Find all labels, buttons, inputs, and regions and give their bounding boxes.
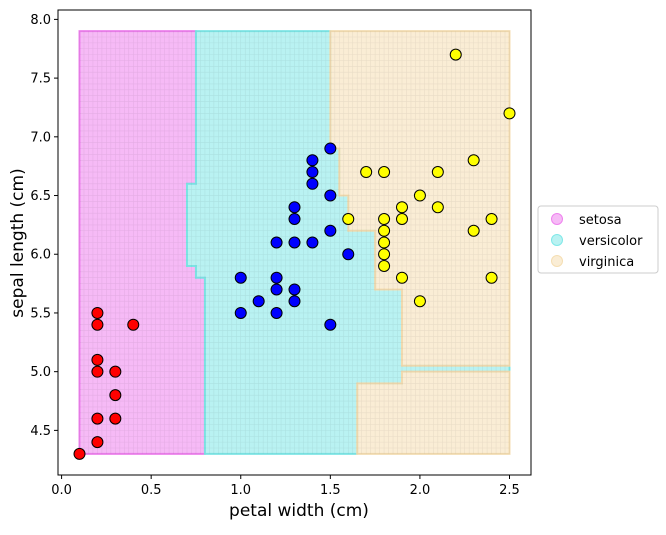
y-axis-ticks: 4.5 5.0 5.5 6.0 6.5 7.0 7.5 8.0 <box>30 13 58 439</box>
point-setosa-10 <box>127 318 140 331</box>
data-points <box>73 48 516 460</box>
point-setosa-9 <box>91 306 104 319</box>
point-virginica-0 <box>342 213 355 226</box>
point-versicolor-10 <box>288 213 301 226</box>
point-versicolor-4 <box>270 283 283 296</box>
decision-regions <box>78 30 511 455</box>
point-virginica-14 <box>431 166 444 179</box>
point-versicolor-19 <box>324 142 337 155</box>
point-setosa-4 <box>109 389 122 402</box>
point-versicolor-3 <box>270 306 283 319</box>
point-virginica-16 <box>467 224 480 237</box>
point-versicolor-7 <box>288 295 301 308</box>
point-versicolor-2 <box>252 295 265 308</box>
x-tick-label: 2.0 <box>410 483 431 498</box>
point-setosa-3 <box>109 412 122 425</box>
point-setosa-8 <box>91 318 104 331</box>
region-virginica-2 <box>356 370 511 455</box>
point-virginica-18 <box>485 271 498 284</box>
plot-frame <box>57 9 532 476</box>
x-tick-label: 2.5 <box>499 483 520 498</box>
point-virginica-20 <box>503 107 516 120</box>
point-versicolor-12 <box>306 236 319 249</box>
y-axis-label: sepal length (cm) <box>8 168 28 317</box>
point-virginica-4 <box>378 236 391 249</box>
x-axis-label: petal width (cm) <box>229 501 369 521</box>
point-virginica-10 <box>396 201 408 214</box>
y-tick-label: 7.5 <box>30 72 51 87</box>
y-tick-label: 8.0 <box>30 13 51 28</box>
point-versicolor-9 <box>288 236 301 249</box>
point-virginica-6 <box>378 213 391 226</box>
point-versicolor-14 <box>306 166 319 179</box>
legend-marker-setosa <box>551 213 563 225</box>
x-tick-label: 1.0 <box>230 483 251 498</box>
point-versicolor-18 <box>324 189 337 202</box>
point-virginica-5 <box>378 224 391 237</box>
point-versicolor-0 <box>234 306 247 319</box>
point-versicolor-13 <box>306 177 319 190</box>
legend-label-versicolor: versicolor <box>579 234 643 249</box>
point-virginica-3 <box>378 248 391 261</box>
legend-box <box>537 205 659 274</box>
point-virginica-19 <box>485 213 498 226</box>
point-virginica-9 <box>396 213 408 226</box>
point-setosa-5 <box>91 365 104 378</box>
point-setosa-1 <box>91 436 104 449</box>
point-virginica-17 <box>467 154 480 167</box>
point-setosa-7 <box>91 353 104 366</box>
point-setosa-2 <box>91 412 104 425</box>
x-tick-label: 0.0 <box>51 483 72 498</box>
point-virginica-12 <box>413 189 426 202</box>
y-tick-label: 5.5 <box>30 306 51 321</box>
y-tick-label: 5.0 <box>30 365 51 380</box>
point-versicolor-17 <box>324 224 337 237</box>
point-virginica-1 <box>360 166 373 179</box>
point-virginica-7 <box>378 166 391 179</box>
legend-marker-versicolor <box>551 234 563 246</box>
x-tick-label: 1.5 <box>320 483 341 498</box>
point-versicolor-1 <box>234 271 247 284</box>
legend: setosa versicolor virginica <box>537 205 659 274</box>
point-virginica-2 <box>378 259 391 272</box>
point-versicolor-20 <box>342 248 355 261</box>
x-axis-ticks: 0.0 0.5 1.0 1.5 2.0 2.5 <box>51 475 520 498</box>
point-setosa-6 <box>109 365 122 378</box>
point-versicolor-11 <box>288 201 301 214</box>
point-versicolor-5 <box>270 271 283 284</box>
y-tick-label: 4.5 <box>30 424 51 439</box>
point-virginica-13 <box>431 201 444 214</box>
x-tick-label: 0.5 <box>141 483 162 498</box>
point-versicolor-6 <box>270 236 283 249</box>
point-versicolor-8 <box>288 283 301 296</box>
legend-marker-virginica <box>551 255 563 267</box>
legend-label-virginica: virginica <box>579 255 634 270</box>
point-versicolor-16 <box>324 318 337 331</box>
point-setosa-0 <box>73 447 86 460</box>
point-versicolor-15 <box>306 154 319 167</box>
point-virginica-8 <box>396 271 408 284</box>
y-tick-label: 6.0 <box>30 248 51 263</box>
point-virginica-15 <box>449 48 462 61</box>
y-tick-label: 6.5 <box>30 189 51 204</box>
point-virginica-11 <box>413 295 426 308</box>
legend-label-setosa: setosa <box>579 213 622 228</box>
y-tick-label: 7.0 <box>30 130 51 145</box>
